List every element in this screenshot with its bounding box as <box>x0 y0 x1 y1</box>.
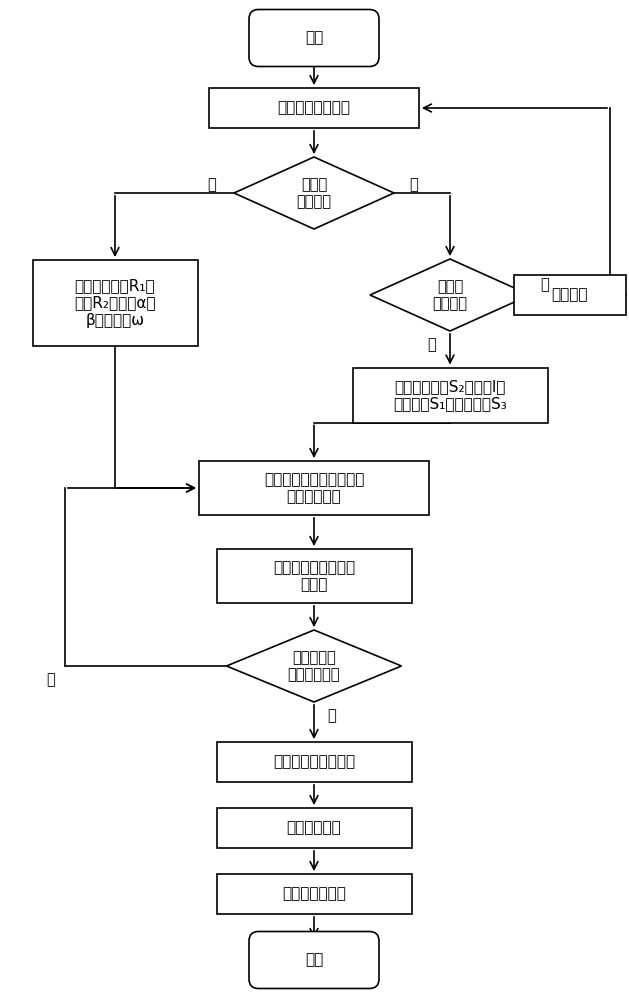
Text: 是: 是 <box>328 708 337 724</box>
Bar <box>352 367 547 422</box>
Text: 结束: 结束 <box>305 952 323 968</box>
Text: 叶轮单元内径R₁，
外径R₂，夹角α、
β，角速度ω: 叶轮单元内径R₁， 外径R₂，夹角α、 β，角速度ω <box>74 278 156 328</box>
Polygon shape <box>226 630 401 702</box>
Text: 是: 是 <box>428 338 437 353</box>
Text: 自底向上（或自顶向下）
排列单元网络: 自底向上（或自顶向下） 排列单元网络 <box>264 472 364 504</box>
Text: 定义通风器工作环境: 定义通风器工作环境 <box>273 754 355 770</box>
Text: 单元结构尺寸特征参
数赋值: 单元结构尺寸特征参 数赋值 <box>273 560 355 592</box>
Text: 通风器阻力计算: 通风器阻力计算 <box>282 886 346 902</box>
Polygon shape <box>370 259 530 331</box>
Bar <box>216 808 411 848</box>
Bar <box>33 260 198 346</box>
Text: 否: 否 <box>47 672 55 688</box>
Text: 否: 否 <box>409 178 418 192</box>
Text: 否: 否 <box>540 277 549 292</box>
FancyBboxPatch shape <box>249 932 379 988</box>
Bar <box>199 461 429 515</box>
Text: 是否为
叶轮单元: 是否为 叶轮单元 <box>296 177 331 209</box>
Text: 是: 是 <box>208 178 216 192</box>
Text: 是否为最上
（下）层单元: 是否为最上 （下）层单元 <box>287 650 340 682</box>
Text: 是否为
孔径单元: 是否为 孔径单元 <box>433 279 467 311</box>
Text: 单元阻力计算: 单元阻力计算 <box>287 820 342 836</box>
FancyBboxPatch shape <box>249 9 379 66</box>
Text: 识别错误: 识别错误 <box>552 288 588 302</box>
Bar <box>216 742 411 782</box>
Text: 阻力单元类型识别: 阻力单元类型识别 <box>277 101 350 115</box>
Bar <box>216 874 411 914</box>
Bar <box>216 549 411 603</box>
Text: 孔径单元面积S₂，长度l，
进口面积S₁、出口面积S₃: 孔径单元面积S₂，长度l， 进口面积S₁、出口面积S₃ <box>393 379 507 411</box>
Bar <box>209 88 419 128</box>
Bar <box>514 275 626 315</box>
Polygon shape <box>234 157 394 229</box>
Text: 开始: 开始 <box>305 30 323 45</box>
